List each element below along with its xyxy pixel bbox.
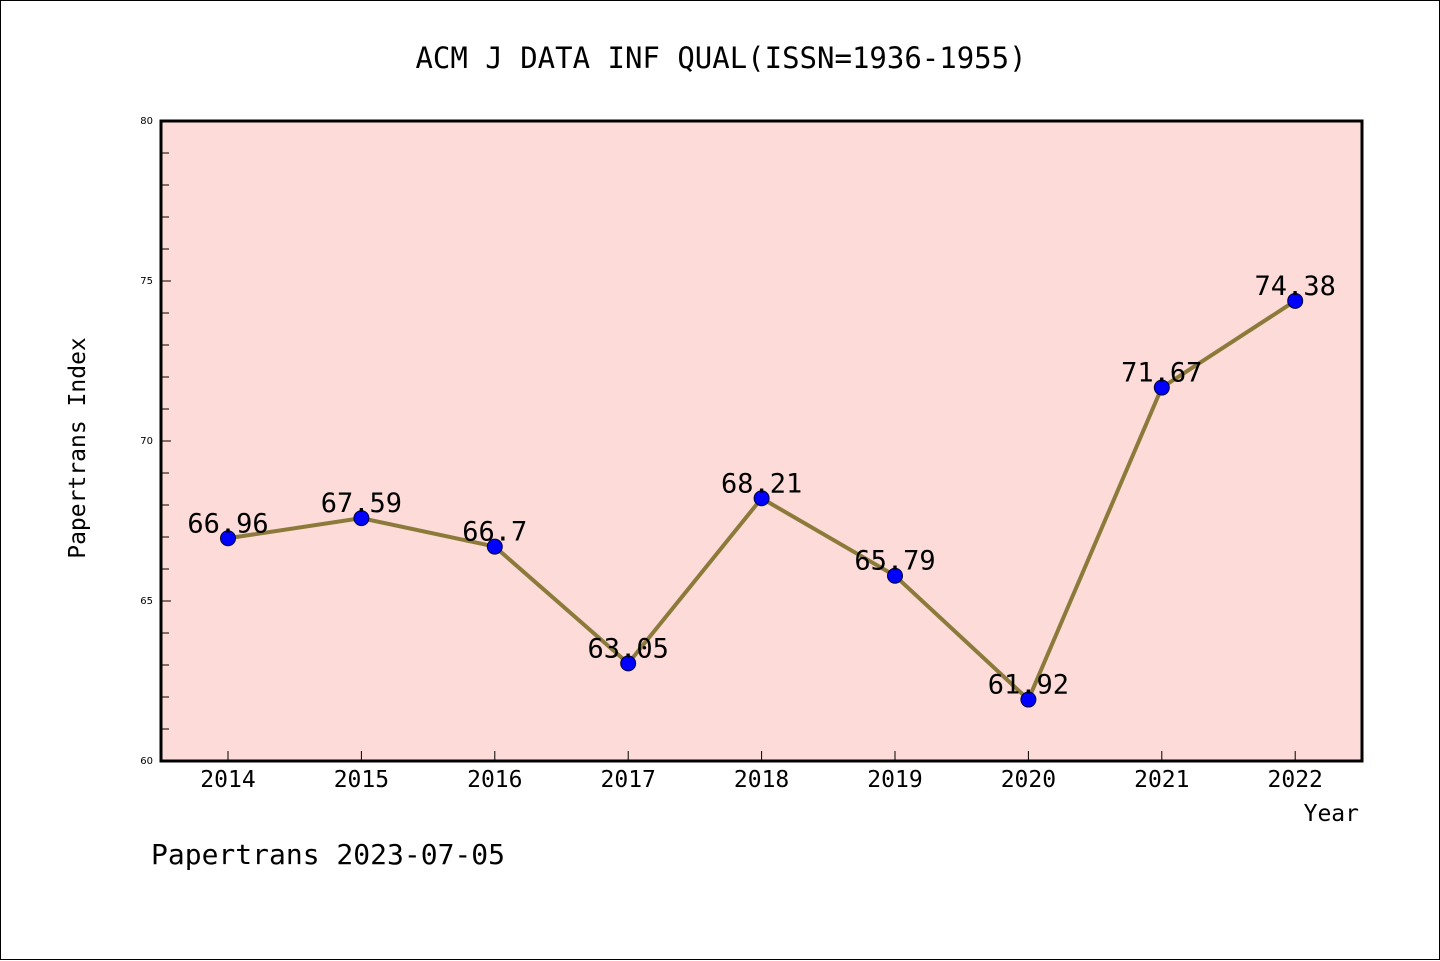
x-tick-label: 2020 bbox=[1001, 767, 1056, 793]
data-point bbox=[1153, 379, 1170, 396]
data-point bbox=[1020, 691, 1037, 708]
x-tick-label: 2015 bbox=[334, 767, 389, 793]
value-labels: 66.96 67.59 66.7 63.05 68.21 65.79 61.92 71.67 7… bbox=[187, 271, 1335, 701]
series-markers bbox=[220, 292, 1304, 708]
plot-border bbox=[159, 119, 1364, 763]
data-label: 61.92 bbox=[988, 670, 1069, 701]
data-point bbox=[620, 655, 637, 672]
x-axis: 2014 2015 2016 2017 2018 2019 2020 2021 2022 bbox=[200, 751, 1323, 793]
data-point bbox=[1287, 292, 1304, 309]
footer-date: Papertrans 2023-07-05 bbox=[151, 838, 505, 871]
y-tick-label: 65 bbox=[140, 596, 153, 607]
x-tick-label: 2014 bbox=[200, 767, 255, 793]
data-label: 66.96 bbox=[187, 508, 268, 539]
x-tick-label: 2022 bbox=[1268, 767, 1323, 793]
y-tick-label: 75 bbox=[140, 276, 153, 287]
data-label: 68.21 bbox=[721, 468, 802, 499]
data-label: 63.05 bbox=[588, 633, 669, 664]
x-tick-label: 2018 bbox=[734, 767, 789, 793]
x-tick-label: 2017 bbox=[601, 767, 656, 793]
x-tick-label: 2021 bbox=[1134, 767, 1189, 793]
data-point bbox=[753, 490, 770, 507]
data-label: 65.79 bbox=[854, 546, 935, 577]
plot-area bbox=[161, 121, 1362, 761]
y-tick-label: 80 bbox=[140, 116, 153, 127]
x-tick-label: 2016 bbox=[467, 767, 522, 793]
data-point bbox=[486, 538, 503, 555]
chart-title: ACM J DATA INF QUAL(ISSN=1936-1955) bbox=[415, 41, 1026, 75]
data-point bbox=[220, 530, 236, 547]
data-point bbox=[353, 510, 370, 527]
data-point bbox=[887, 567, 903, 584]
y-tick-label: 60 bbox=[140, 756, 153, 767]
data-label: 71.67 bbox=[1121, 358, 1202, 389]
y-axis-label: Papertrans Index bbox=[65, 337, 91, 559]
x-tick-label: 2019 bbox=[867, 767, 922, 793]
data-label: 67.59 bbox=[321, 488, 402, 519]
x-axis-label: Year bbox=[1304, 801, 1359, 827]
data-label: 74.38 bbox=[1255, 271, 1336, 302]
y-tick-label: 70 bbox=[140, 436, 153, 447]
data-label: 66.7 bbox=[462, 517, 527, 548]
